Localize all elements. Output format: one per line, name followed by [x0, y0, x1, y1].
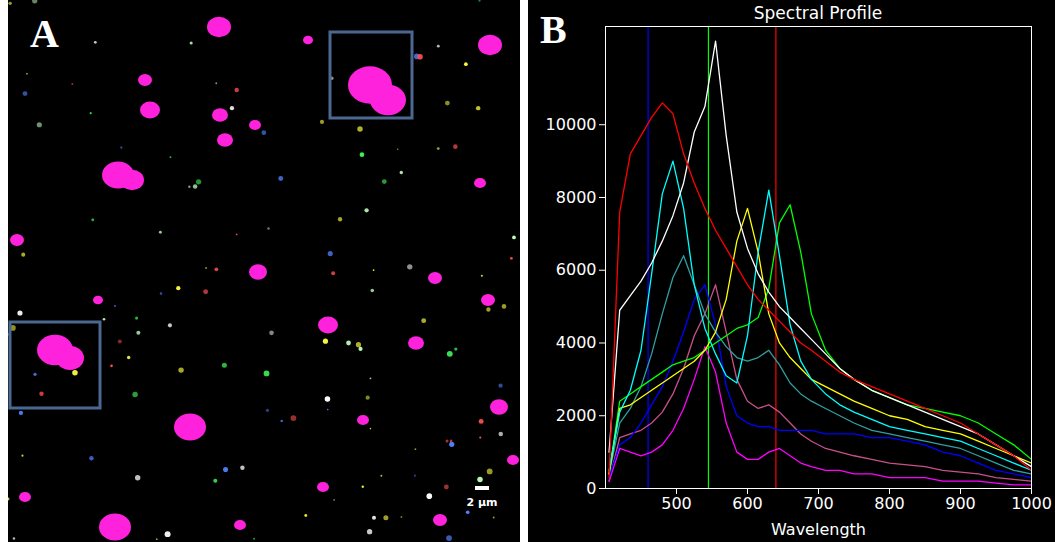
svg-text:4000: 4000: [556, 333, 597, 352]
svg-text:10000: 10000: [546, 115, 597, 134]
svg-text:2 µm: 2 µm: [466, 496, 497, 509]
svg-text:600: 600: [732, 494, 763, 513]
svg-text:700: 700: [803, 494, 834, 513]
svg-text:1000: 1000: [1011, 494, 1052, 513]
html-text:A: A: [30, 11, 59, 56]
svg-text:6000: 6000: [556, 260, 597, 279]
svg-text:500: 500: [661, 494, 692, 513]
svg-text:Wavelength: Wavelength: [771, 520, 866, 539]
html-text:Spectral Profile: Spectral Profile: [753, 3, 883, 23]
html-text:B: B: [540, 7, 567, 52]
svg-text:0: 0: [586, 479, 596, 498]
svg-text:2000: 2000: [556, 406, 597, 425]
svg-text:800: 800: [874, 494, 905, 513]
svg-text:900: 900: [945, 494, 976, 513]
svg-text:8000: 8000: [556, 188, 597, 207]
